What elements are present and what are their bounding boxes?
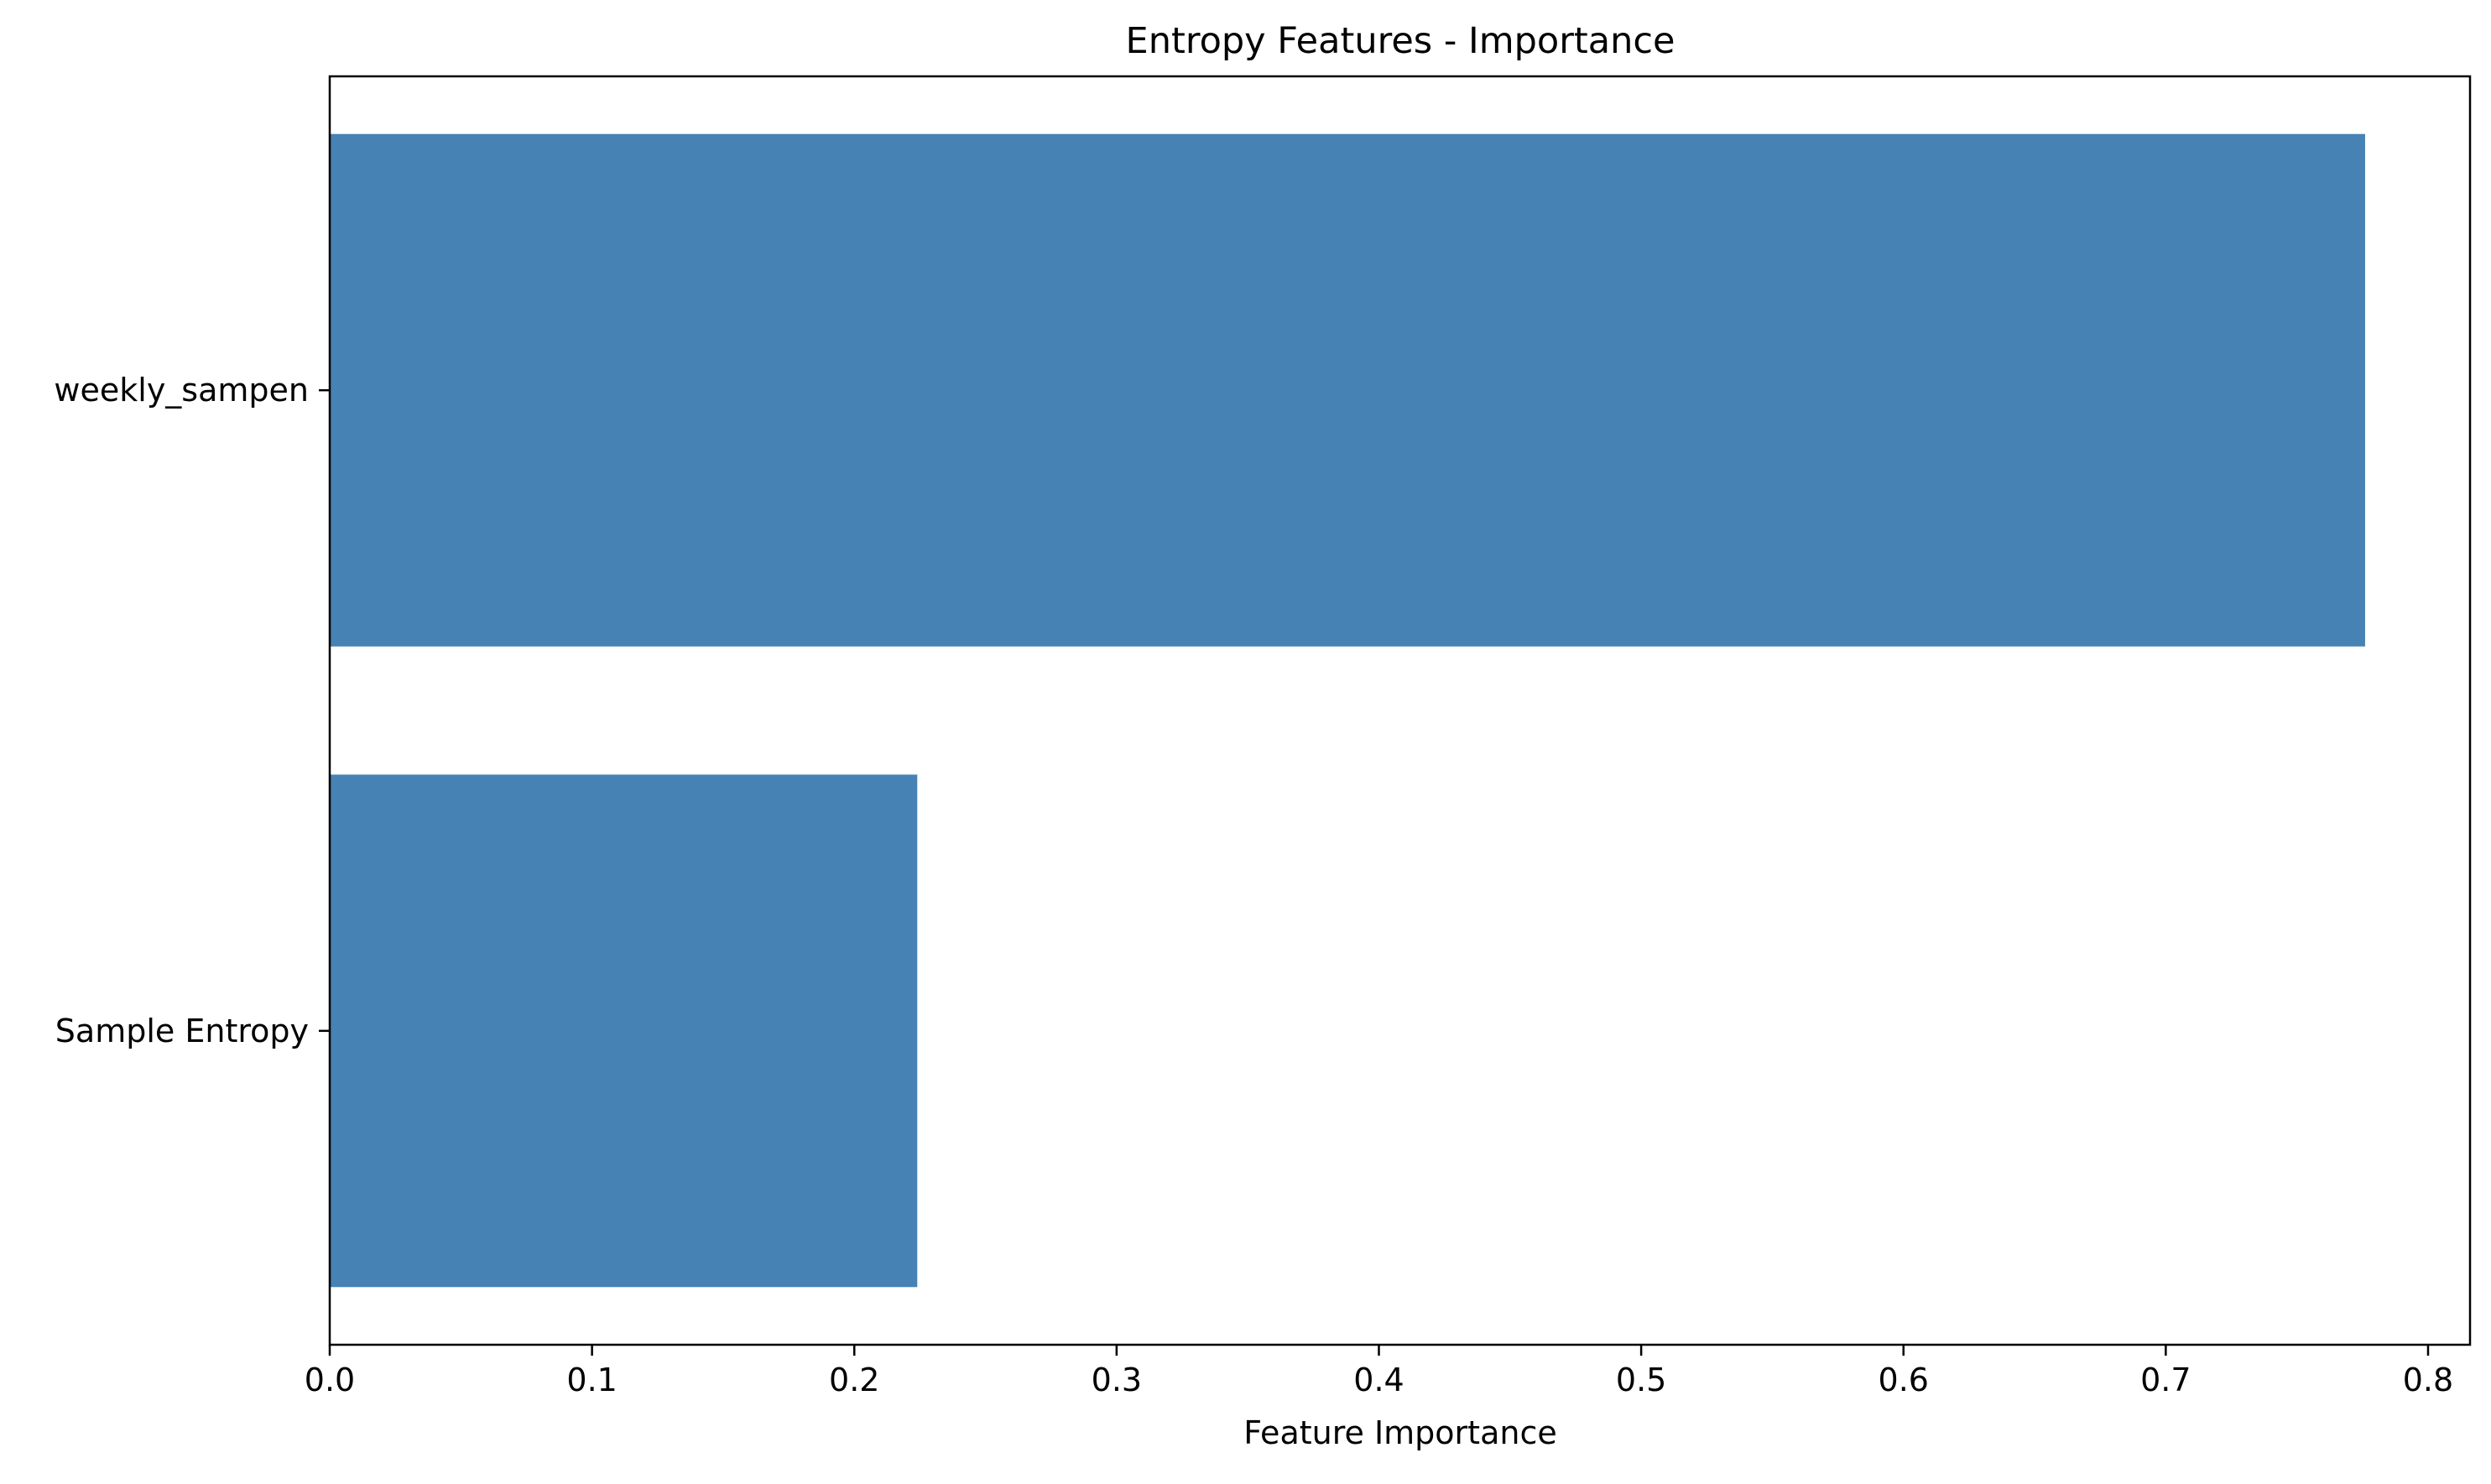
plot-frame bbox=[328, 75, 2472, 1346]
x-tick-label: 0.5 bbox=[1616, 1362, 1666, 1398]
bar-sample-entropy bbox=[330, 774, 918, 1288]
x-tick-label: 0.1 bbox=[566, 1362, 617, 1398]
bars-layer bbox=[330, 133, 2365, 1288]
x-tick-label: 0.4 bbox=[1353, 1362, 1404, 1398]
x-tick-label: 0.7 bbox=[2140, 1362, 2191, 1398]
y-tick-label: Sample Entropy bbox=[55, 1013, 309, 1049]
y-axis-ticks: weekly_sampen Sample Entropy bbox=[54, 372, 330, 1049]
bar-weekly-sampen bbox=[330, 133, 2365, 647]
x-axis-ticks: 0.0 0.1 0.2 0.3 0.4 0.5 0.6 0.7 0.8 bbox=[305, 1345, 2453, 1398]
x-tick-label: 0.0 bbox=[305, 1362, 355, 1398]
x-tick-label: 0.6 bbox=[1879, 1362, 1929, 1398]
x-tick-label: 0.8 bbox=[2403, 1362, 2453, 1398]
x-tick-label: 0.3 bbox=[1092, 1362, 1142, 1398]
chart-title: Entropy Features - Importance bbox=[1126, 20, 1675, 62]
x-tick-label: 0.2 bbox=[829, 1362, 879, 1398]
x-axis-label: Feature Importance bbox=[1243, 1414, 1556, 1451]
y-tick-label: weekly_sampen bbox=[54, 372, 309, 409]
